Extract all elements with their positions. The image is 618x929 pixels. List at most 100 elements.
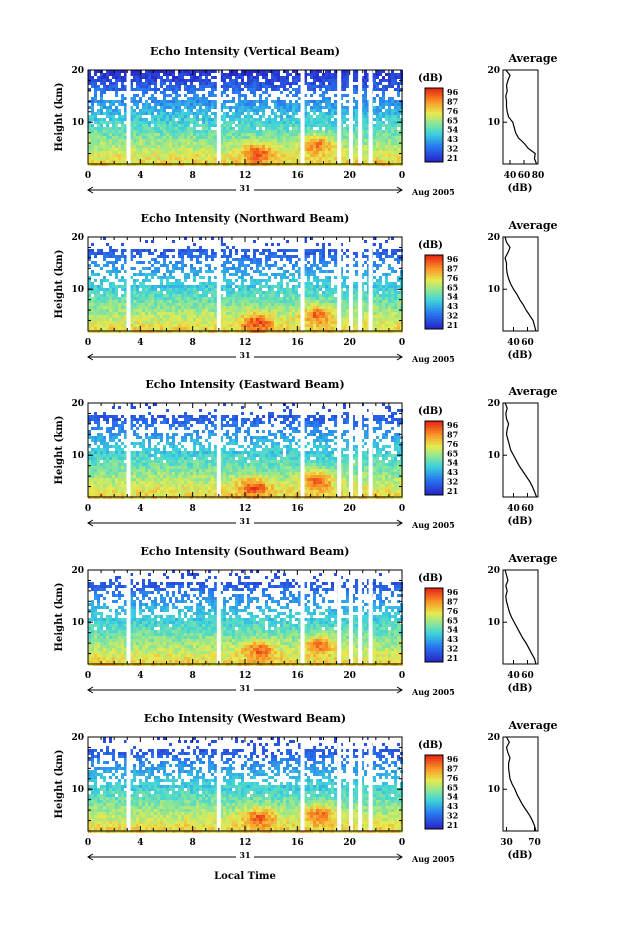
colorbar-tick: 76 xyxy=(447,439,459,449)
colorbar-tick: 65 xyxy=(447,615,458,625)
x-tick-label: 12 xyxy=(239,671,252,681)
colorbar-tick: 43 xyxy=(447,301,459,311)
average-x-label: (dB) xyxy=(508,850,533,861)
data-gap xyxy=(216,237,221,331)
average-y-tick: 20 xyxy=(487,399,500,409)
y-axis-label: Height (km) xyxy=(54,416,65,485)
colorbar-tick: 76 xyxy=(447,773,459,783)
average-line xyxy=(505,69,538,165)
x-tick-label: 0 xyxy=(85,338,91,348)
average-y-tick: 20 xyxy=(487,566,500,576)
average-profile: Average 20 10 40 60 (dB) xyxy=(487,219,557,361)
x-tick-label: 8 xyxy=(190,338,196,348)
y-axis-label: Height (km) xyxy=(54,250,65,319)
colorbar-tick: 87 xyxy=(447,263,458,273)
average-x-tick: 40 xyxy=(507,671,520,681)
y-tick-label: 20 xyxy=(71,66,84,76)
average-title: Average xyxy=(507,385,557,398)
x-tick-label: 12 xyxy=(239,338,252,348)
average-x-label: (dB) xyxy=(508,516,533,527)
colorbar-tick: 32 xyxy=(447,311,458,321)
colorbar-tick: 54 xyxy=(447,458,459,468)
colorbar-tick: 21 xyxy=(447,486,458,496)
y-axis-label: Height (km) xyxy=(54,83,65,152)
average-line xyxy=(504,402,538,498)
colorbar xyxy=(424,420,444,496)
heatmap-cells xyxy=(88,237,403,333)
colorbar-tick: 65 xyxy=(447,282,458,292)
month-year-label: Aug 2005 xyxy=(411,520,455,530)
colorbar-tick: 21 xyxy=(447,320,458,330)
x-tick-label: 4 xyxy=(137,671,143,681)
x-tick-label: 0 xyxy=(399,504,405,514)
average-x-label: (dB) xyxy=(508,350,533,361)
average-y-tick: 10 xyxy=(487,785,500,795)
colorbar-tick: 96 xyxy=(447,754,459,764)
data-gap xyxy=(126,403,131,497)
average-profile: Average 20 10 40 60 80 (dB) xyxy=(487,52,557,194)
average-y-tick: 10 xyxy=(487,451,500,461)
average-frame xyxy=(502,69,539,165)
average-profile: Average 20 10 40 60 (dB) xyxy=(487,385,557,527)
average-line xyxy=(504,569,537,665)
y-tick-label: 20 xyxy=(71,399,84,409)
x-tick-label: 0 xyxy=(399,671,405,681)
panel-title: Echo Intensity (Southward Beam) xyxy=(141,545,350,558)
average-x-tick: 60 xyxy=(518,171,531,181)
data-gap xyxy=(126,237,131,331)
panel-1: Echo Intensity (Northward Beam) Height (k… xyxy=(54,212,558,364)
data-gap xyxy=(300,403,305,497)
average-title: Average xyxy=(507,719,557,732)
average-y-tick: 10 xyxy=(487,285,500,295)
colorbar-tick: 54 xyxy=(447,292,459,302)
average-x-tick: 40 xyxy=(504,171,517,181)
panel-3: Echo Intensity (Southward Beam) Height (k… xyxy=(54,545,558,697)
data-gap xyxy=(337,237,342,331)
x-tick-label: 0 xyxy=(85,671,91,681)
average-y-tick: 20 xyxy=(487,233,500,243)
colorbar-unit: (dB) xyxy=(418,73,443,84)
colorbar xyxy=(424,87,444,163)
x-tick-label: 12 xyxy=(239,838,252,848)
data-gap xyxy=(358,237,363,331)
x-tick-label: 12 xyxy=(239,504,252,514)
date-label: 31 xyxy=(239,183,250,193)
heatmap-cells xyxy=(88,737,403,833)
colorbar-tick: 76 xyxy=(447,106,459,116)
data-gap xyxy=(216,70,221,164)
data-gap xyxy=(300,70,305,164)
colorbar-tick: 87 xyxy=(447,429,458,439)
data-gap xyxy=(300,237,305,331)
colorbar-tick: 32 xyxy=(447,811,458,821)
x-tick-label: 4 xyxy=(137,171,143,181)
data-gap xyxy=(368,70,373,164)
y-axis-label: Height (km) xyxy=(54,583,65,652)
data-gap xyxy=(358,403,363,497)
x-tick-label: 20 xyxy=(343,504,356,514)
average-x-label: (dB) xyxy=(508,683,533,694)
x-tick-label: 16 xyxy=(291,171,304,181)
heatmap-cells xyxy=(88,403,403,499)
colorbar-tick: 96 xyxy=(447,587,459,597)
month-year-label: Aug 2005 xyxy=(411,854,455,864)
data-gap xyxy=(348,70,353,164)
panel-title: Echo Intensity (Westward Beam) xyxy=(144,712,346,725)
colorbar-tick: 96 xyxy=(447,420,459,430)
heatmap-cells xyxy=(88,70,403,166)
x-tick-label: 0 xyxy=(85,171,91,181)
average-y-tick: 10 xyxy=(487,618,500,628)
x-tick-label: 20 xyxy=(343,671,356,681)
data-gap xyxy=(348,570,353,664)
panel-title: Echo Intensity (Eastward Beam) xyxy=(145,378,344,391)
average-x-tick: 80 xyxy=(532,171,545,181)
colorbar-tick: 54 xyxy=(447,625,459,635)
average-title: Average xyxy=(507,219,557,232)
average-line xyxy=(505,736,537,832)
y-tick-label: 20 xyxy=(71,233,84,243)
average-x-tick: 40 xyxy=(507,338,520,348)
x-tick-label: 0 xyxy=(399,338,405,348)
average-x-label: (dB) xyxy=(508,183,533,194)
colorbar-tick: 87 xyxy=(447,96,458,106)
y-tick-label: 20 xyxy=(71,566,84,576)
